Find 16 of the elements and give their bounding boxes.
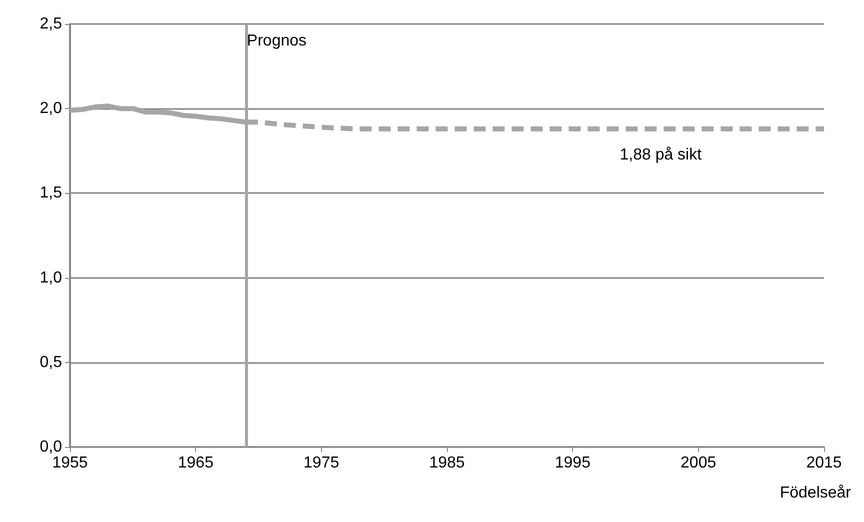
y-tick-label: 0,0 xyxy=(40,438,62,456)
ref-line-label: Prognos xyxy=(246,32,307,50)
x-tick-label: 1995 xyxy=(554,454,591,472)
x-tick-label: 1965 xyxy=(178,454,214,472)
y-tick-label: 1,0 xyxy=(40,269,62,286)
y-tick-label: 0,5 xyxy=(40,354,62,371)
x-tick-label: 1975 xyxy=(304,454,340,472)
y-tick-label: 2,0 xyxy=(40,100,62,118)
x-tick-label: 1955 xyxy=(52,454,88,472)
x-tick-label: 2005 xyxy=(680,454,716,472)
x-axis-title: Födelseår xyxy=(780,484,852,502)
x-tick-label: 1985 xyxy=(429,454,465,472)
annotation: 1,88 på sikt xyxy=(620,146,702,164)
y-tick-label: 2,5 xyxy=(40,16,62,32)
y-tick-label: 1,5 xyxy=(40,184,62,202)
x-tick-label: 2015 xyxy=(806,454,842,472)
